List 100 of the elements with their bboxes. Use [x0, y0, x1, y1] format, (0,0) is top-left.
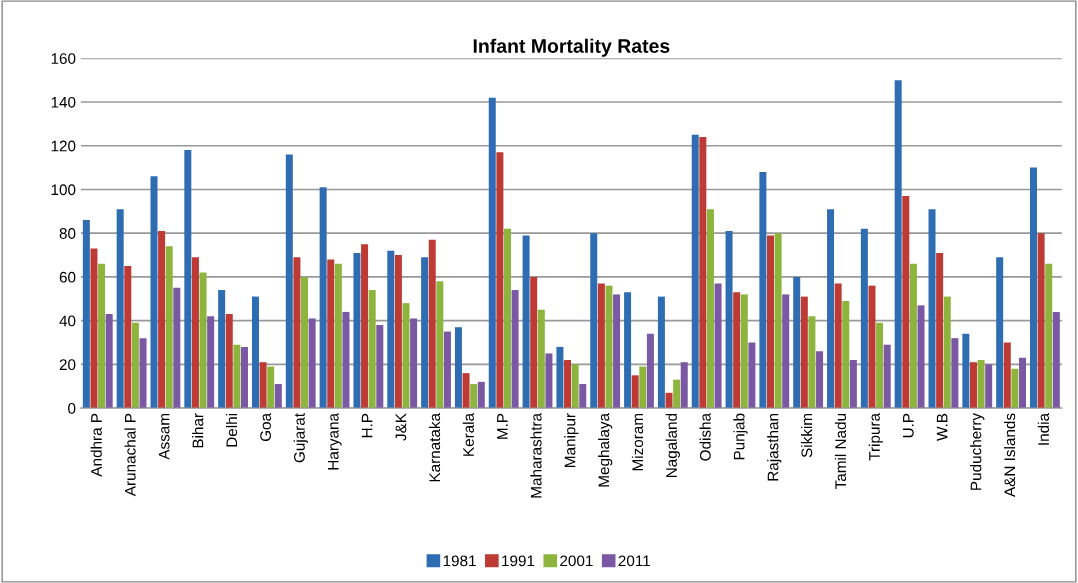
bar: [860, 228, 868, 409]
bar: [376, 325, 384, 409]
bar: [218, 290, 226, 409]
bar: [766, 235, 774, 409]
bar: [793, 276, 801, 409]
bar: [834, 283, 842, 409]
bar: [428, 239, 436, 409]
y-tick-label: 100: [51, 184, 76, 196]
bar: [962, 333, 970, 409]
bar: [613, 294, 621, 409]
bar: [511, 290, 519, 409]
bar: [808, 316, 816, 409]
bar: [624, 292, 632, 409]
legend-label: 1991: [502, 555, 535, 567]
bar: [496, 152, 504, 409]
bar: [876, 322, 884, 409]
bar: [680, 362, 688, 409]
bar: [454, 327, 462, 409]
legend-label: 1981: [443, 555, 476, 567]
bar: [353, 252, 361, 409]
bar: [274, 384, 282, 409]
bar: [706, 209, 714, 409]
bar: [361, 244, 369, 409]
bar: [590, 233, 598, 409]
bar: [657, 296, 665, 409]
x-tick-label: Assam: [158, 413, 170, 460]
bar: [240, 346, 248, 409]
bar: [368, 290, 376, 409]
bar: [184, 150, 192, 409]
bar: [90, 248, 98, 409]
bar: [394, 255, 402, 409]
bar: [691, 134, 699, 409]
bar: [902, 196, 910, 409]
x-tick-label: Kerala: [462, 412, 474, 456]
bar: [564, 360, 572, 409]
legend-label: 2011: [618, 555, 650, 567]
y-tick-label: 40: [59, 315, 76, 327]
bar: [537, 309, 545, 409]
bar: [410, 318, 418, 409]
x-tick-label: H.P: [361, 413, 373, 438]
x-tick-label: Gujarat: [293, 413, 308, 463]
bar: [665, 392, 673, 409]
x-tick-label: M.P: [497, 413, 508, 439]
bar: [285, 154, 293, 409]
bar: [139, 338, 147, 409]
bar: [421, 257, 429, 409]
x-tick-label: W.B: [936, 413, 948, 441]
bar: [943, 296, 951, 409]
bar: [597, 283, 605, 409]
y-tick-label: 0: [68, 402, 76, 414]
bar: [82, 220, 90, 409]
bar: [259, 362, 267, 409]
x-tick-label: Sikkim: [801, 413, 813, 458]
x-tick-label: Tripura: [868, 412, 883, 461]
bar: [936, 252, 944, 409]
bar: [225, 314, 233, 409]
bar: [199, 272, 207, 409]
bar: [639, 366, 647, 409]
chart-title: Infant Mortality Rates: [473, 38, 670, 57]
bar: [699, 137, 707, 409]
bar: [308, 318, 316, 409]
bar: [251, 296, 259, 409]
y-tick-label: 60: [59, 271, 76, 283]
bar: [1037, 233, 1045, 409]
x-tick-label: Odisha: [699, 412, 711, 461]
bar: [909, 263, 917, 409]
bar: [759, 171, 767, 409]
bar: [530, 276, 538, 409]
bar: [969, 362, 977, 409]
bar: [165, 246, 173, 409]
bar: [646, 333, 654, 409]
bar: [1045, 263, 1053, 409]
bar: [124, 265, 132, 409]
bar: [150, 176, 158, 409]
bar: [1030, 167, 1037, 409]
bar: [470, 384, 478, 409]
bar: [443, 331, 451, 409]
y-tick-label: 80: [59, 228, 76, 239]
x-tick-label: Andhra P: [90, 413, 102, 477]
bar: [116, 209, 124, 409]
x-tick-label: Meghalaya: [598, 412, 613, 487]
bar: [868, 285, 876, 409]
bar: [740, 294, 748, 409]
x-tick-label: Nagaland: [665, 413, 680, 478]
x-tick-label: Delhi: [225, 413, 238, 447]
bar: [748, 342, 756, 409]
bar: [985, 364, 993, 409]
bar: [571, 364, 579, 409]
bar: [996, 257, 1004, 409]
bar: [1052, 311, 1060, 409]
bar: [917, 305, 925, 409]
bar: [842, 300, 850, 409]
bar: [733, 292, 741, 409]
bar: [816, 351, 824, 409]
bar: [293, 257, 301, 409]
bar: [191, 257, 199, 409]
bar: [233, 344, 241, 409]
x-tick-label: Manipur: [564, 413, 579, 467]
bar: [488, 97, 496, 409]
x-tick-label: Arunachal P: [124, 413, 136, 497]
